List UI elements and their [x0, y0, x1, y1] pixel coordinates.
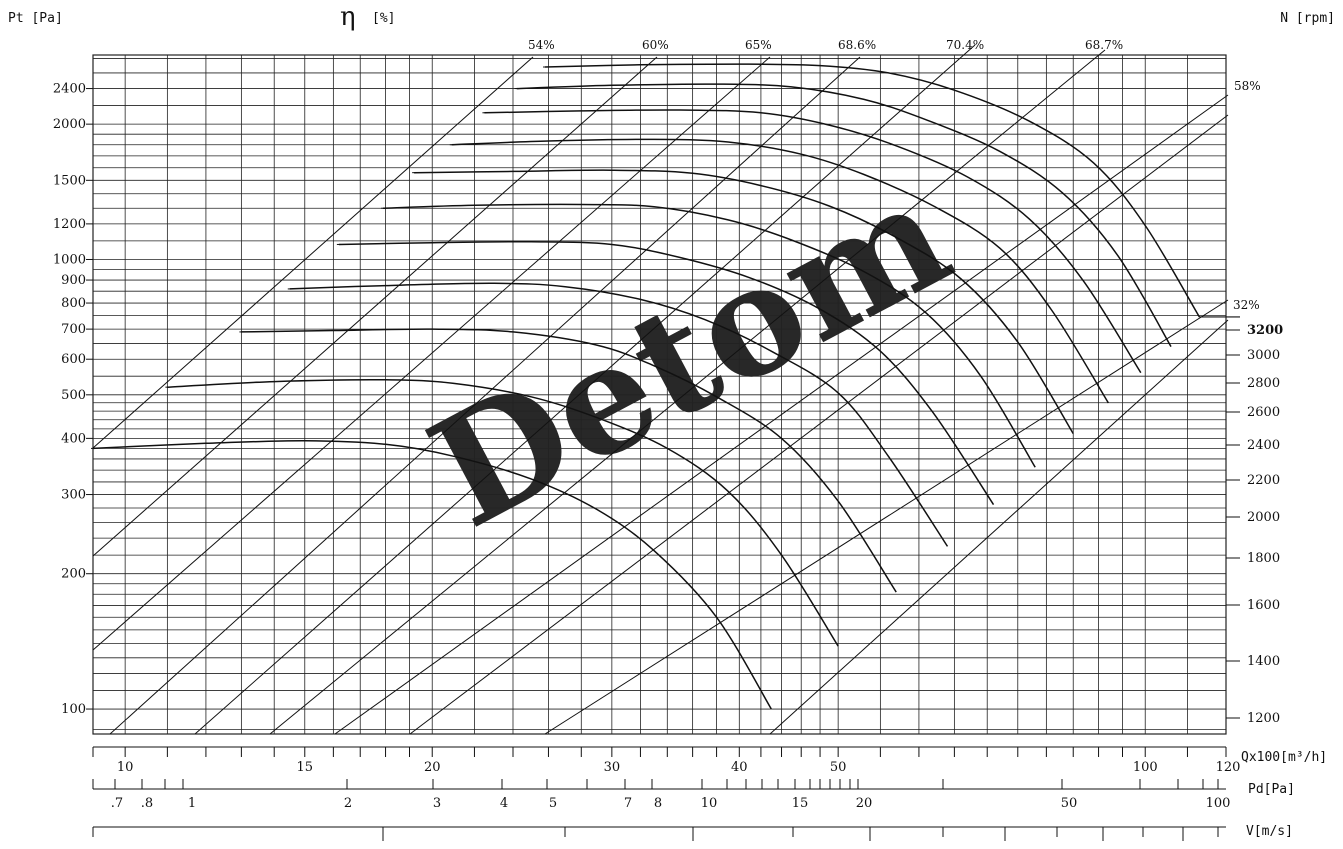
y-tick-label: 300 [61, 488, 86, 503]
efficiency-symbol: η [340, 2, 356, 32]
efficiency-unit: [%] [372, 11, 395, 26]
efficiency-line [409, 114, 1229, 735]
pd-tick-label: 4 [500, 796, 508, 811]
curve-rpm-2000 [338, 240, 995, 506]
curve-rpm-2400 [414, 169, 1074, 434]
rpm-label: 1800 [1247, 551, 1280, 566]
curve-rpm-3200 [544, 63, 1201, 318]
y-tick-label: 700 [61, 322, 86, 337]
labels: 100 200 300 400 500 600 700 800 900 1000 1200 1500 2… [8, 2, 1335, 839]
rpm-label: 2800 [1247, 376, 1280, 391]
pd-tick-label: 2 [344, 796, 352, 811]
flow-tick-label: 40 [731, 760, 748, 775]
flow-tick-label: 15 [297, 760, 314, 775]
efficiency-label: 60% [642, 38, 669, 52]
rpm-label: 3200 [1247, 323, 1283, 338]
watermark-layer: Detom [404, 146, 975, 561]
y-tick-label: 2400 [53, 82, 86, 97]
y-tick-label: 400 [61, 431, 86, 446]
pd-tick-label: 20 [856, 796, 873, 811]
efficiency-line [544, 299, 1229, 735]
speed-axis-label: N [rpm] [1280, 11, 1335, 26]
watermark-text: Detom [404, 146, 975, 561]
curve-rpm-1800 [289, 282, 949, 547]
axes [92, 746, 1227, 841]
rpm-label: 2200 [1247, 473, 1280, 488]
y-tick-label: 100 [61, 702, 86, 717]
efficiency-label: 70.4% [946, 38, 984, 52]
curve-rpm-1600 [241, 328, 897, 593]
y-tick-label: 2000 [53, 117, 86, 132]
curve-rpm-1400 [167, 378, 839, 647]
efficiency-line [769, 319, 1229, 735]
efficiency-line [92, 56, 534, 449]
pd-tick-label: 3 [433, 796, 441, 811]
flow-tick-label: 120 [1216, 760, 1241, 775]
efficiency-line [92, 56, 771, 651]
pd-tick-label: 5 [549, 796, 557, 811]
y-axis-label: Pt [Pa] [8, 11, 63, 26]
efficiency-label: 68.7% [1085, 38, 1123, 52]
pd-tick-label: 15 [792, 796, 809, 811]
pd-tick-label: .8 [141, 796, 153, 811]
rpm-label: 1600 [1247, 598, 1280, 613]
rpm-label: 1200 [1247, 711, 1280, 726]
speed-curves [91, 63, 1240, 710]
curve-rpm-2200 [383, 203, 1036, 468]
y-tick-label: 600 [61, 352, 86, 367]
flow-tick-label: 10 [117, 760, 134, 775]
y-tick-label: 900 [61, 273, 86, 288]
flow-tick-label: 50 [830, 760, 847, 775]
y-tick-label: 500 [61, 388, 86, 403]
efficiency-line [194, 44, 976, 735]
pd-tick-label: .7 [111, 796, 123, 811]
y-tick-label: 800 [61, 296, 86, 311]
curve-rpm-2600 [451, 138, 1109, 404]
efficiency-label: 65% [745, 38, 772, 52]
efficiency-line [109, 56, 861, 735]
efficiency-label: 58% [1234, 79, 1261, 93]
efficiency-lines [92, 44, 1229, 735]
efficiency-label: 68.6% [838, 38, 876, 52]
rpm-label: 2400 [1247, 438, 1280, 453]
rpm-label: 3000 [1247, 348, 1280, 363]
pd-tick-label: 100 [1206, 796, 1231, 811]
rpm-label: 1400 [1247, 654, 1280, 669]
curve-rpm-1200 [92, 440, 772, 710]
flow-tick-label: 100 [1133, 760, 1158, 775]
grid [92, 54, 1227, 735]
flow-axis-label: Qx100[m³/h] [1241, 750, 1327, 765]
pd-tick-label: 50 [1061, 796, 1078, 811]
y-tick-label: 1200 [53, 217, 86, 232]
flow-tick-label: 20 [424, 760, 441, 775]
efficiency-label: 54% [528, 38, 555, 52]
pd-tick-label: 8 [654, 796, 662, 811]
y-tick-label: 1000 [53, 252, 86, 267]
efficiency-label: 32% [1233, 298, 1260, 312]
pd-axis-label: Pd[Pa] [1248, 782, 1295, 797]
rpm-label: 2000 [1247, 510, 1280, 525]
efficiency-line [334, 94, 1229, 735]
y-tick-label: 1500 [53, 173, 86, 188]
velocity-axis-label: V[m/s] [1246, 824, 1293, 839]
curve-rpm-3000 [516, 83, 1172, 347]
y-tick-label: 200 [61, 567, 86, 582]
pd-tick-label: 10 [701, 796, 718, 811]
flow-tick-label: 30 [604, 760, 621, 775]
efficiency-line [269, 49, 1106, 735]
pd-tick-label: 7 [624, 796, 632, 811]
pd-tick-label: 1 [188, 796, 196, 811]
curve-rpm-2800 [484, 109, 1142, 374]
rpm-label: 2600 [1247, 405, 1280, 420]
